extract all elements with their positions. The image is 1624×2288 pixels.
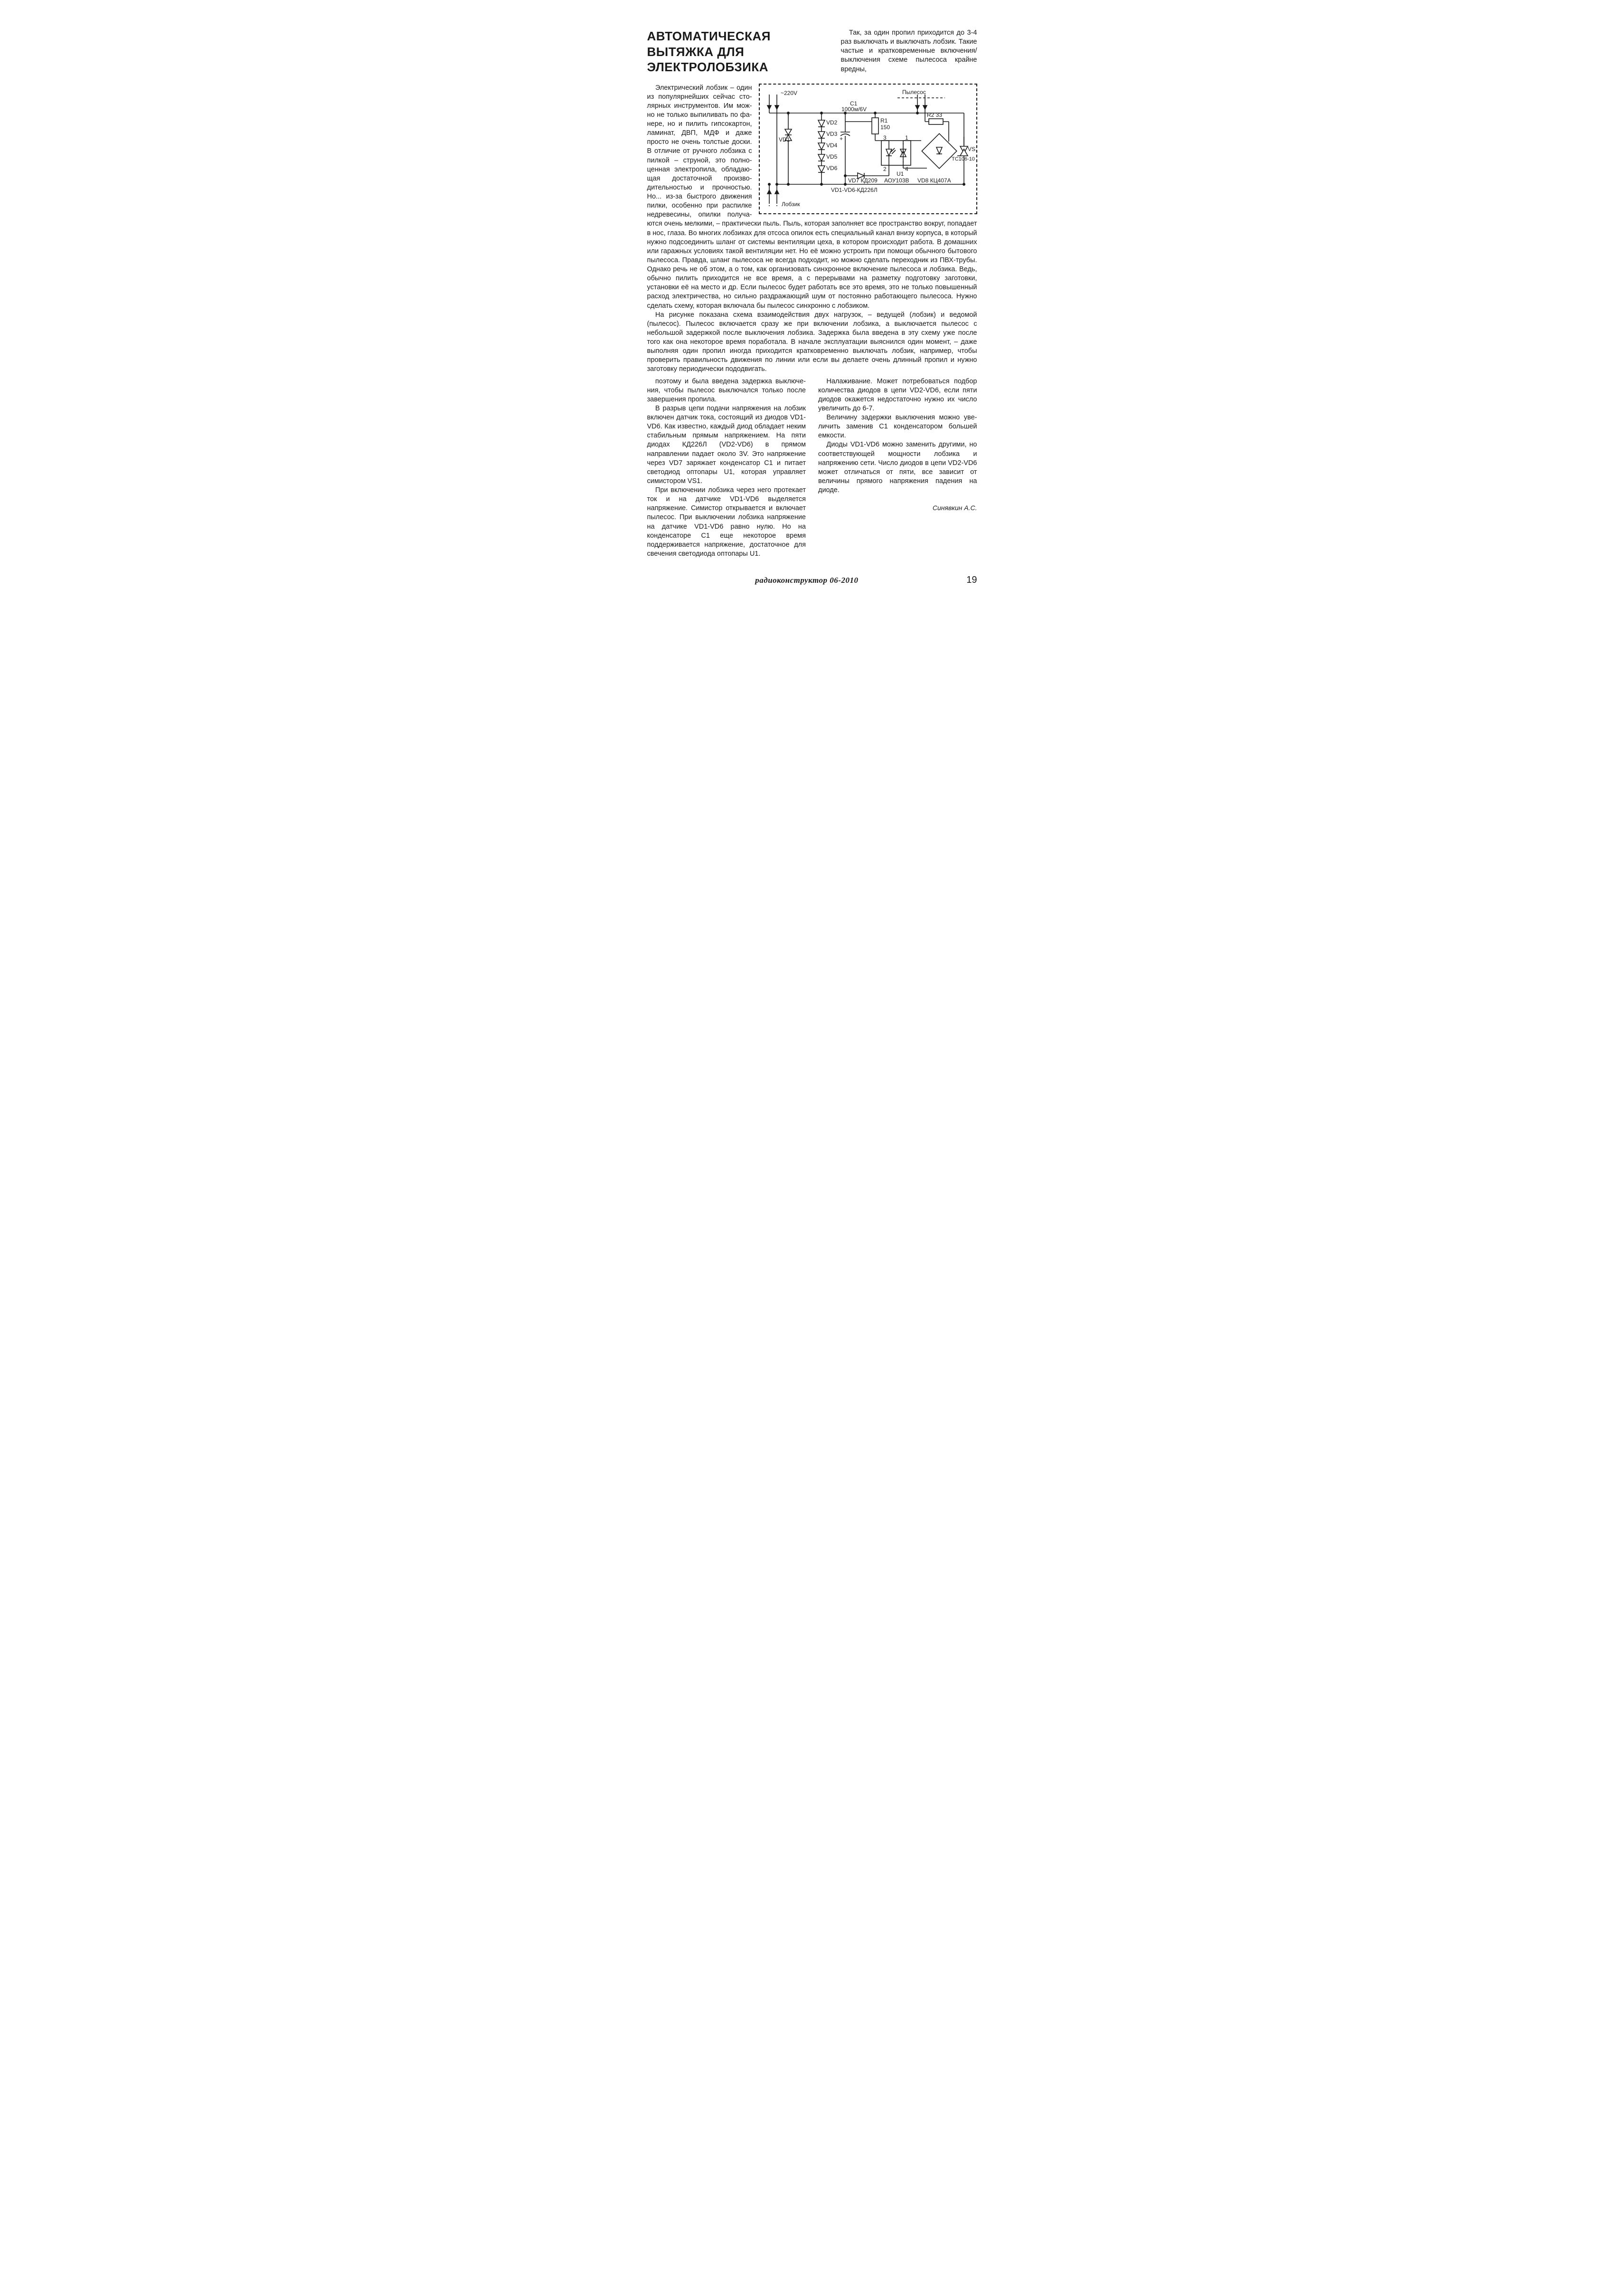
page-footer: радиоконструктор 06-2010 19 <box>647 575 977 586</box>
label-r1: R1 <box>880 117 888 124</box>
paragraph-2: На рисунке показана схема взаимодействия… <box>647 311 977 374</box>
label-vd1-6: VD1-VD6-КД226Л <box>831 187 878 193</box>
label-pin2: 2 <box>883 166 887 172</box>
label-u1type: АОУ103В <box>884 177 909 184</box>
paragraph-5: При включении лобзика через него проте­к… <box>647 486 806 559</box>
label-vd7: VD7 КД209 <box>848 177 878 184</box>
label-vs1: VS1 <box>968 146 976 152</box>
label-vd8: VD8 КЦ407А <box>917 177 951 184</box>
label-vd1: VD1 <box>779 136 790 143</box>
svg-text:+: + <box>840 135 843 142</box>
label-pin1: 1 <box>905 134 908 141</box>
paragraph-3: поэтому и была введена задержка выключе­… <box>647 377 806 404</box>
label-vacuum: Пылесос <box>902 89 926 95</box>
label-r1val: 150 <box>880 124 890 131</box>
label-r2: R2 33 <box>927 112 942 118</box>
two-column-body: поэтому и была введена задержка выключе­… <box>647 377 977 559</box>
label-mains: ~220V <box>781 90 797 96</box>
paragraph-4: В разрыв цепи подачи напряжения на лоб­з… <box>647 404 806 486</box>
top-right-paragraph: Так, за один пропил приходится до 3-4 ра… <box>841 28 977 84</box>
label-u1: U1 <box>897 171 904 177</box>
footer-magazine: радиоконструктор 06-2010 <box>755 576 858 585</box>
schematic-figure: ~220V Пылесос <box>759 84 977 214</box>
page: АВТОМАТИЧЕСКАЯ ВЫТЯЖКА ДЛЯ ЭЛЕКТРОЛОБЗИК… <box>609 0 1015 605</box>
footer-page-number: 19 <box>966 575 977 586</box>
paragraph-6: Налаживание. Может потребоваться подбор … <box>818 377 977 414</box>
author-line: Синявкин А.С. <box>818 503 977 512</box>
article-title: АВТОМАТИЧЕСКАЯ ВЫТЯЖКА ДЛЯ ЭЛЕКТРОЛОБЗИК… <box>647 28 832 75</box>
top-right-text: Так, за один пропил приходится до 3-4 ра… <box>841 28 977 74</box>
label-jigsaw: Лобзик <box>782 201 800 208</box>
label-vd5: VD5 <box>826 153 838 160</box>
label-vd3: VD3 <box>826 131 838 137</box>
label-c1val: 1000м/6V <box>841 106 867 113</box>
label-pin4: 4 <box>905 166 908 172</box>
label-pin3: 3 <box>883 134 887 141</box>
top-grid: АВТОМАТИЧЕСКАЯ ВЫТЯЖКА ДЛЯ ЭЛЕКТРОЛОБЗИК… <box>647 28 977 84</box>
schematic-svg: ~220V Пылесос <box>760 85 976 213</box>
paragraph-7: Величину задержки выключения можно уве­л… <box>818 413 977 440</box>
label-vs1type: ТС106-10 <box>952 156 975 162</box>
paragraph-8: Диоды VD1-VD6 можно заменить другими, но… <box>818 440 977 495</box>
label-vd6: VD6 <box>826 165 838 171</box>
schematic-box: ~220V Пылесос <box>759 84 977 214</box>
label-vd4: VD4 <box>826 142 838 149</box>
label-vd2: VD2 <box>826 119 838 126</box>
